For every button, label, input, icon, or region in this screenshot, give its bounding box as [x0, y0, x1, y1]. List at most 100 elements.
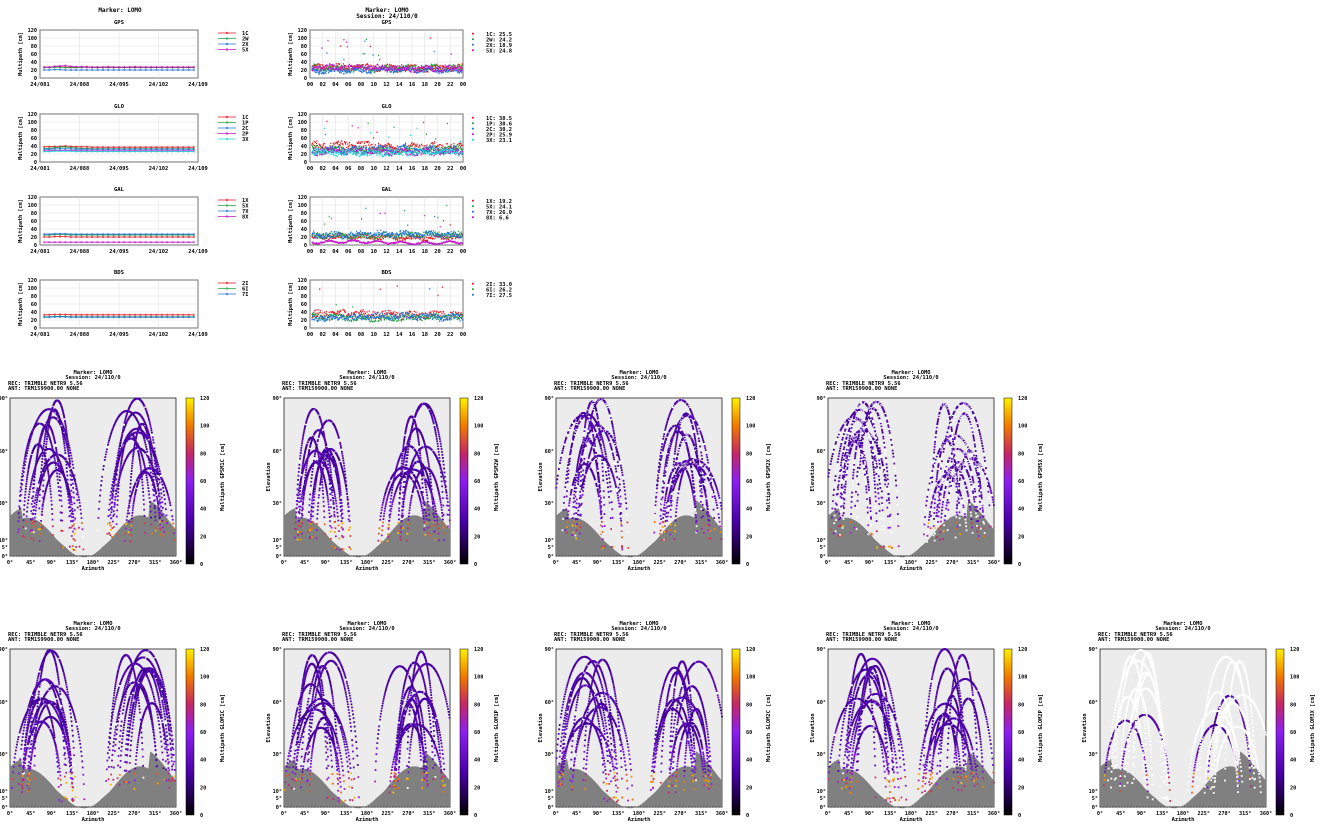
legend-marker [472, 288, 474, 290]
data-point [399, 234, 400, 235]
data-point [441, 150, 442, 151]
data-point [433, 153, 434, 154]
data-point [339, 64, 340, 65]
data-point [406, 230, 407, 231]
data-point [424, 153, 425, 154]
data-point [354, 147, 355, 148]
data-point [362, 154, 363, 155]
data-point [444, 150, 445, 151]
y-axis-label: Multipath [cm] [288, 199, 294, 243]
data-point [455, 236, 456, 237]
data-point [332, 146, 333, 147]
x-tick-label: 08 [358, 249, 365, 255]
data-point [360, 142, 361, 143]
data-point [457, 234, 458, 235]
data-point [381, 311, 382, 312]
data-point [428, 232, 429, 233]
legend-marker [472, 216, 474, 218]
data-point [327, 319, 328, 320]
data-point [312, 153, 313, 154]
data-point [327, 149, 328, 150]
data-point [365, 152, 366, 153]
x-tick-label: 00 [307, 332, 314, 338]
data-point [386, 242, 387, 243]
y-tick-label: 80 [31, 44, 37, 50]
y-tick-label: 20 [301, 152, 307, 158]
y-tick-label: 100 [28, 286, 37, 292]
data-point [368, 232, 369, 233]
data-point [441, 71, 442, 72]
data-point [320, 234, 321, 235]
data-point [410, 235, 411, 236]
data-point [341, 72, 342, 73]
data-point [417, 144, 418, 145]
data-point [462, 145, 463, 146]
x-tick-label: 24/102 [149, 249, 168, 255]
data-point [315, 316, 316, 317]
data-point [404, 151, 405, 152]
data-point [316, 140, 317, 141]
data-point [368, 237, 369, 238]
chart-title: GPS [114, 20, 125, 26]
data-point [326, 314, 327, 315]
data-point [459, 65, 460, 66]
data-point [398, 149, 399, 150]
data-point [318, 320, 319, 321]
data-point [367, 241, 368, 242]
data-point [380, 230, 381, 231]
data-point [324, 154, 325, 155]
data-point [453, 232, 454, 233]
data-point [364, 236, 365, 237]
legend-marker [472, 49, 474, 51]
data-point [363, 147, 364, 148]
data-point [462, 68, 463, 69]
data-point [440, 154, 441, 155]
data-point [419, 147, 420, 148]
data-point [450, 148, 451, 149]
data-point [346, 234, 347, 235]
legend-marker [472, 205, 474, 207]
data-point [438, 319, 439, 320]
data-point [340, 46, 341, 47]
data-point [361, 218, 362, 219]
data-point [424, 242, 425, 243]
data-point [378, 68, 379, 69]
data-point [396, 152, 397, 153]
y-tick-label: 60 [301, 136, 307, 142]
data-point [385, 149, 386, 150]
y-tick-label: 20 [301, 235, 307, 241]
data-point [398, 67, 399, 68]
x-tick-label: 14 [396, 82, 403, 88]
y-axis-label: Multipath [cm] [288, 116, 294, 160]
data-point [390, 317, 391, 318]
data-point [367, 311, 368, 312]
data-point [330, 311, 331, 312]
data-point [331, 150, 332, 151]
x-tick-label: 24/088 [70, 166, 89, 172]
data-point [453, 236, 454, 237]
data-point [415, 238, 416, 239]
data-point [400, 230, 401, 231]
data-point [434, 145, 435, 146]
data-point [445, 238, 446, 239]
data-point [417, 149, 418, 150]
data-point [367, 63, 368, 64]
data-point [429, 317, 430, 318]
data-point [453, 152, 454, 153]
data-point [314, 145, 315, 146]
data-point [390, 236, 391, 237]
data-point [373, 65, 374, 66]
data-point [396, 238, 397, 239]
data-point [346, 41, 347, 42]
data-point [392, 150, 393, 151]
data-point [393, 66, 394, 67]
data-point [442, 153, 443, 154]
data-point [378, 239, 379, 240]
data-point [334, 65, 335, 66]
y-tick-label: 120 [28, 278, 37, 284]
data-point [402, 70, 403, 71]
data-point [313, 66, 314, 67]
data-point [361, 312, 362, 313]
data-point [319, 150, 320, 151]
data-point [395, 69, 396, 70]
